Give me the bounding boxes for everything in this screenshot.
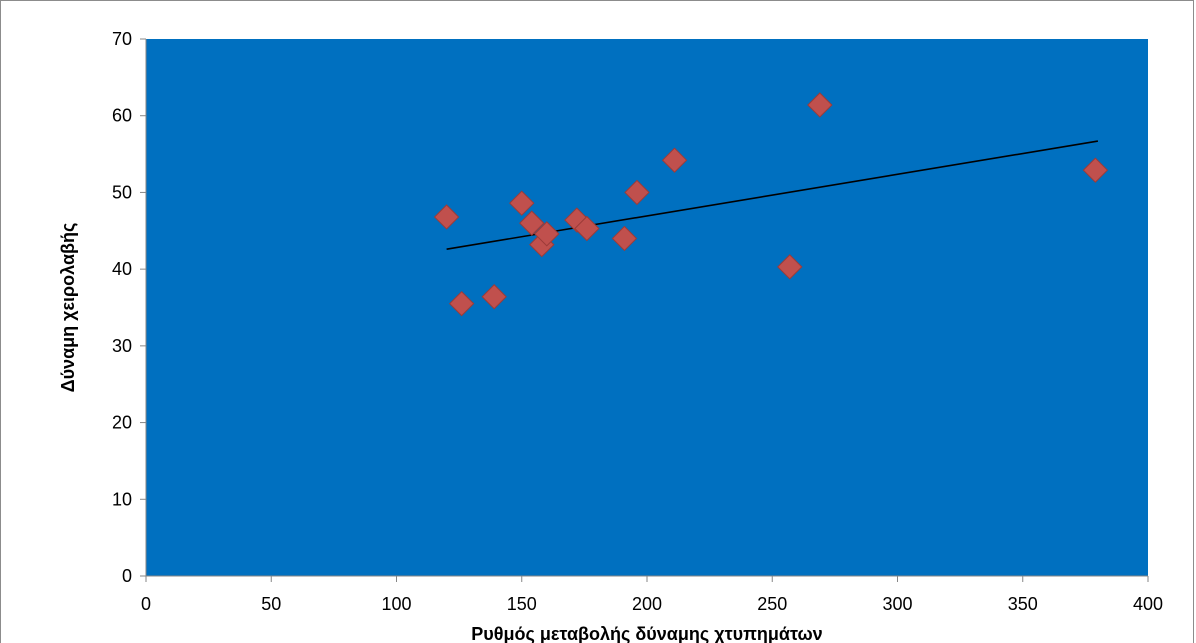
y-tick-label: 30 <box>112 336 132 356</box>
x-tick-label: 250 <box>757 594 787 614</box>
data-point <box>481 284 507 310</box>
y-tick-label: 0 <box>122 566 132 586</box>
data-point <box>777 254 803 280</box>
data-point <box>661 147 688 173</box>
x-tick-label: 100 <box>381 594 411 614</box>
data-point <box>807 92 833 118</box>
data-point <box>624 179 650 206</box>
data-point <box>519 210 545 236</box>
x-tick-label: 50 <box>261 594 281 614</box>
y-tick-label: 50 <box>112 182 132 202</box>
x-tick-label: 400 <box>1133 594 1163 614</box>
x-tick-label: 350 <box>1008 594 1038 614</box>
x-tick-label: 200 <box>632 594 662 614</box>
y-tick-label: 10 <box>112 489 132 509</box>
data-points <box>433 92 1109 317</box>
x-axis-title: Ρυθμός μεταβολής δύναμης χτυπημάτων <box>471 624 822 643</box>
plot-area <box>146 39 1148 576</box>
data-point <box>534 221 560 247</box>
axis-ticks: 0 10 20 30 40 50 60 70 0 50 100 150 200 250 300 350 400 <box>112 29 1163 614</box>
x-tick-label: 150 <box>507 594 537 614</box>
data-point <box>611 225 638 252</box>
data-point <box>509 190 535 216</box>
x-tick-label: 300 <box>882 594 912 614</box>
x-tick-label: 0 <box>141 594 151 614</box>
y-tick-label: 40 <box>112 259 132 279</box>
data-point <box>448 290 475 317</box>
data-point <box>433 204 460 230</box>
data-point <box>574 215 600 242</box>
y-tick-label: 60 <box>112 106 132 126</box>
y-tick-label: 20 <box>112 413 132 433</box>
data-point <box>1082 157 1109 183</box>
y-axis-title: Δύναμη χειρολαβής <box>58 223 78 393</box>
y-tick-label: 70 <box>112 29 132 49</box>
